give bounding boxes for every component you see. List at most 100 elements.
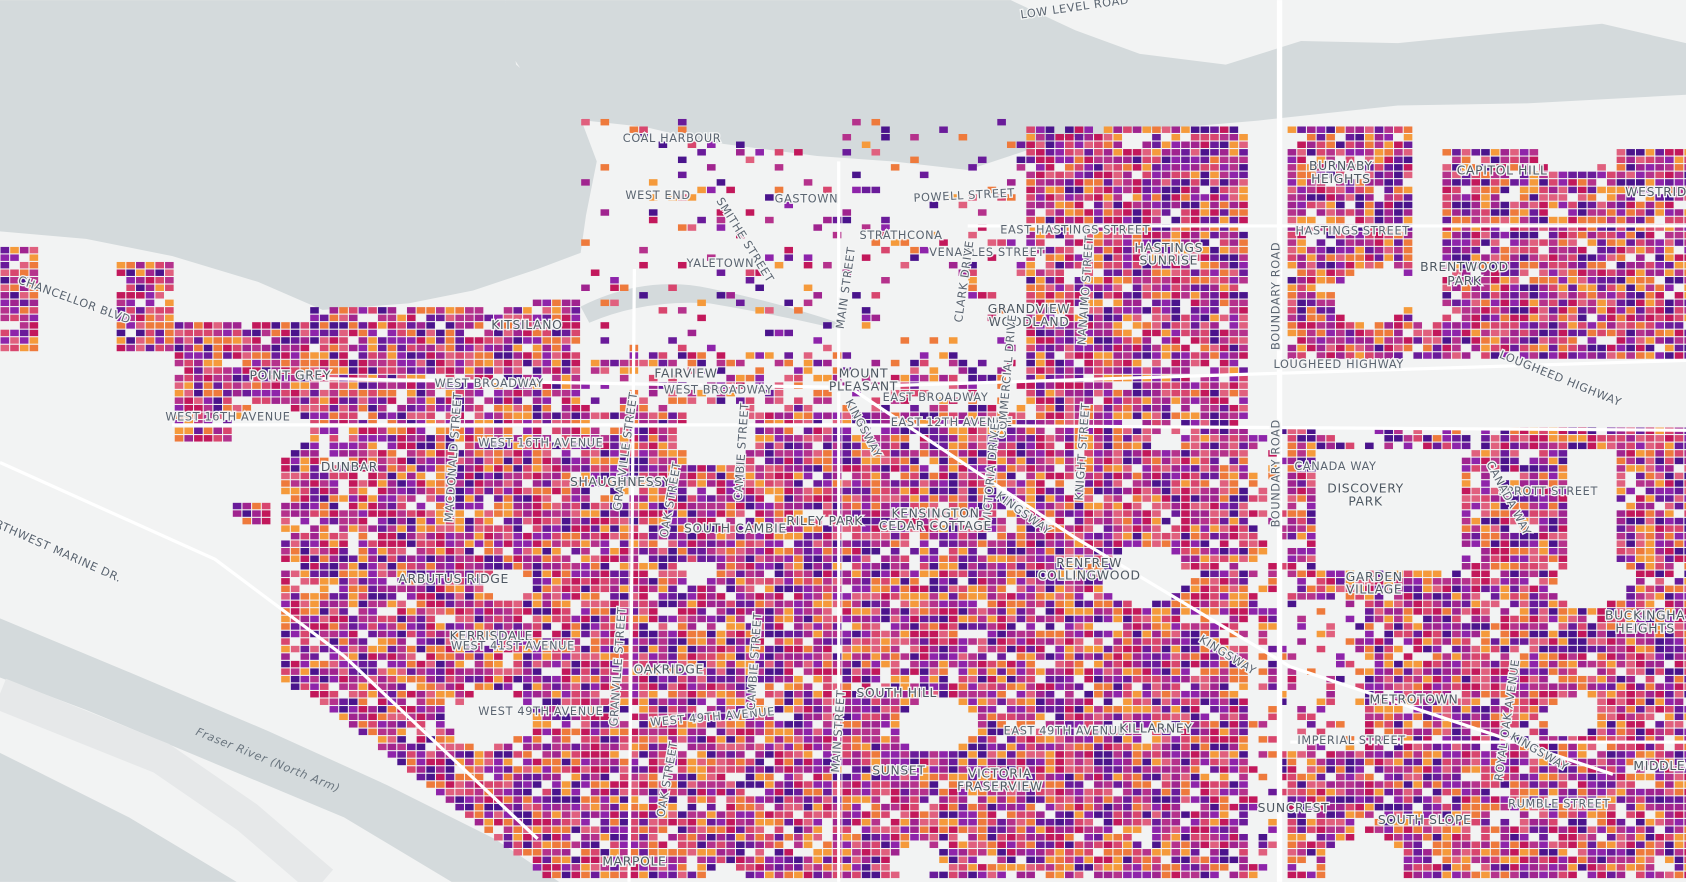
parcel	[1442, 299, 1452, 307]
parcel	[1326, 442, 1335, 450]
parcel	[658, 450, 668, 457]
parcel	[1461, 284, 1471, 292]
parcel	[1055, 179, 1064, 186]
parcel	[687, 389, 697, 397]
parcel	[1655, 442, 1664, 450]
parcel	[968, 389, 977, 397]
parcel	[1123, 179, 1132, 186]
parcel	[532, 495, 542, 502]
parcel	[1103, 261, 1113, 269]
parcel	[1558, 495, 1568, 502]
parcel	[532, 435, 542, 442]
parcel	[1229, 510, 1239, 517]
parcel	[474, 314, 484, 322]
parcel	[271, 359, 281, 367]
parcel	[1210, 450, 1219, 457]
parcel	[1461, 517, 1471, 525]
parcel	[1074, 389, 1084, 397]
parcel	[1587, 277, 1597, 284]
parcel	[1181, 420, 1190, 427]
parcel	[774, 480, 784, 487]
parcel	[261, 322, 271, 329]
parcel	[1626, 216, 1635, 224]
parcel	[1084, 427, 1093, 435]
parcel	[1481, 179, 1490, 186]
parcel	[1229, 382, 1239, 389]
parcel	[1132, 231, 1142, 239]
parcel	[1500, 246, 1510, 254]
parcel	[165, 299, 174, 307]
parcel	[987, 412, 997, 419]
parcel	[1074, 329, 1084, 337]
parcel	[1452, 269, 1461, 276]
parcel	[1181, 314, 1190, 322]
parcel	[871, 480, 881, 487]
parcel	[184, 382, 194, 389]
parcel	[1616, 201, 1626, 209]
parcel	[1171, 359, 1181, 367]
parcel	[213, 352, 223, 359]
parcel	[590, 457, 600, 465]
parcel	[1036, 367, 1045, 374]
parcel	[1548, 231, 1558, 239]
parcel	[242, 510, 252, 517]
parcel	[1394, 201, 1403, 209]
parcel	[0, 314, 10, 322]
parcel	[1190, 201, 1200, 209]
parcel	[1461, 352, 1471, 359]
parcel	[397, 314, 406, 322]
parcel	[1568, 435, 1577, 442]
parcel	[329, 352, 339, 359]
parcel	[919, 517, 929, 525]
parcel	[1055, 540, 1064, 547]
parcel	[1558, 216, 1568, 224]
parcel	[377, 435, 387, 442]
parcel	[503, 510, 513, 517]
parcel	[1026, 292, 1035, 299]
parcel	[1345, 344, 1355, 352]
parcel	[1616, 231, 1626, 239]
parcel	[1616, 299, 1626, 307]
parcel	[552, 412, 561, 419]
parcel	[1481, 194, 1490, 201]
parcel	[1200, 382, 1210, 389]
parcel	[290, 510, 300, 517]
parcel	[339, 532, 348, 540]
parcel	[1587, 231, 1597, 239]
parcel	[368, 359, 377, 367]
parcel	[1297, 141, 1306, 148]
parcel	[1597, 322, 1606, 329]
parcel	[629, 555, 639, 562]
parcel	[29, 307, 39, 314]
parcel	[648, 442, 658, 450]
parcel	[1548, 261, 1558, 269]
parcel	[1287, 487, 1297, 495]
parcel	[1577, 299, 1587, 307]
parcel	[619, 487, 629, 495]
parcel	[1287, 277, 1297, 284]
parcel	[1365, 329, 1374, 337]
parcel	[706, 141, 716, 148]
parcel	[10, 269, 19, 276]
parcel	[348, 487, 358, 495]
parcel	[987, 457, 997, 465]
parcel	[1481, 254, 1490, 261]
parcel	[348, 517, 358, 525]
parcel	[1326, 134, 1335, 141]
parcel	[1006, 420, 1016, 427]
parcel	[1674, 186, 1684, 194]
parcel	[590, 517, 600, 525]
parcel	[1442, 164, 1452, 171]
parcel	[339, 329, 348, 337]
parcel	[1490, 510, 1500, 517]
parcel	[948, 450, 958, 457]
parcel	[871, 314, 881, 322]
parcel	[406, 307, 416, 314]
parcel	[1529, 149, 1539, 156]
parcel	[513, 307, 523, 314]
parcel	[1084, 480, 1093, 487]
parcel	[0, 344, 10, 352]
parcel	[1113, 450, 1123, 457]
parcel	[1036, 246, 1045, 254]
parcel	[561, 397, 571, 404]
